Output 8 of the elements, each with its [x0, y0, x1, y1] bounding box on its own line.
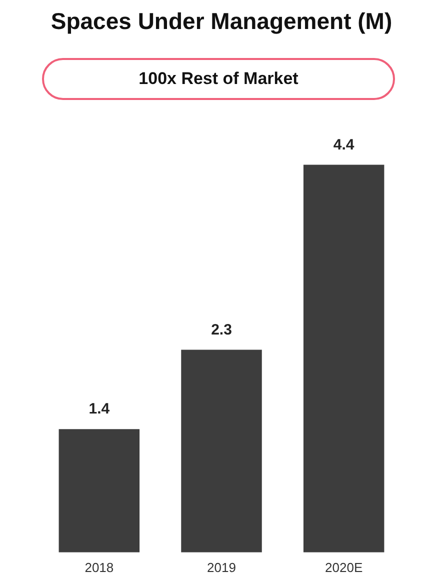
chart-title: Spaces Under Management (M): [50, 8, 394, 35]
data-label: 4.4: [333, 136, 355, 154]
data-label: 2.3: [211, 321, 232, 338]
x-tick-label: 2019: [207, 560, 236, 575]
x-tick-label: 2020E: [325, 560, 363, 575]
data-label: 1.4: [88, 400, 110, 418]
x-tick-label: 2018: [84, 560, 114, 575]
chart-subtitle: 100x Rest of Market: [42, 58, 395, 100]
